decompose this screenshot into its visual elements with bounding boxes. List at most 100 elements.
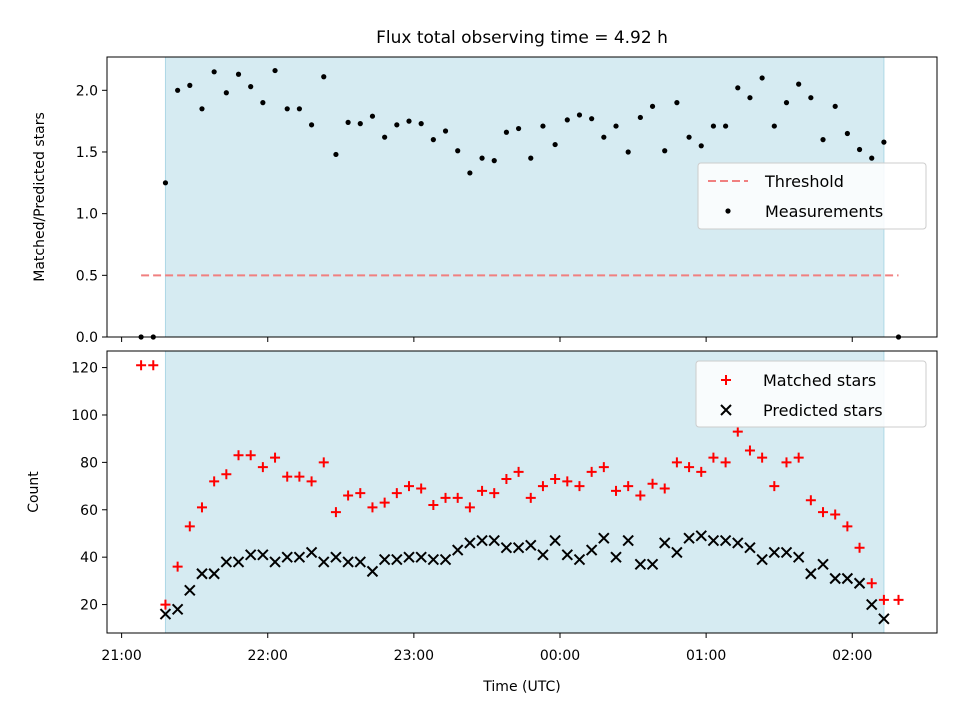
matched-star-point (586, 466, 597, 477)
y-tick-label: 0.5 (76, 268, 98, 284)
measurement-point (601, 134, 607, 140)
matched-star-point (623, 481, 634, 492)
matched-star-point (477, 485, 488, 496)
matched-star-point (769, 481, 780, 492)
predicted-star-point (415, 551, 427, 563)
matched-star-point (306, 476, 317, 487)
matched-star-point (355, 488, 366, 499)
measurement-point (723, 123, 729, 129)
legend-matched-label: Matched stars (763, 371, 876, 390)
measurement-point (783, 100, 790, 106)
matched-star-point (245, 450, 256, 461)
measurement-point (662, 148, 668, 154)
matched-star-point (659, 483, 670, 494)
predicted-star-point (427, 553, 440, 566)
predicted-star-point (598, 532, 610, 544)
x-tick-label: 21:00 (101, 648, 141, 664)
predicted-star-point (732, 537, 744, 549)
matched-star-point (148, 360, 159, 371)
legend-box (697, 162, 927, 230)
measurement-point (686, 134, 692, 140)
predicted-star-point (257, 549, 269, 561)
matched-star-point (598, 462, 609, 473)
matched-star-point (708, 452, 719, 463)
matched-star-point (744, 445, 755, 456)
measurement-point (394, 122, 400, 128)
matched-star-point (537, 481, 548, 492)
measurement-point (272, 67, 278, 74)
ratio-y-axis: 0.0 0.5 1.0 1.5 2.0 (76, 83, 107, 346)
measurement-point (162, 180, 169, 186)
matched-star-point (452, 492, 463, 503)
predicted-star-point (525, 539, 537, 552)
predicted-star-point (196, 568, 208, 580)
matched-star-point (793, 452, 804, 463)
time-x-axis: 21:00 22:00 23:00 00:00 01:00 02:00 (101, 633, 872, 664)
measurement-point (771, 123, 777, 129)
predicted-star-point (244, 549, 257, 561)
predicted-star-point (573, 553, 586, 566)
measurement-point (881, 139, 887, 145)
measurement-point (528, 155, 534, 161)
matched-star-point (379, 497, 390, 508)
predicted-star-point (549, 534, 561, 547)
predicted-star-point (561, 549, 574, 561)
matched-star-point (720, 457, 731, 468)
matched-star-point (550, 473, 561, 484)
predicted-star-point (512, 541, 525, 554)
predicted-star-point (342, 556, 354, 568)
predicted-star-point (464, 537, 476, 549)
legend-measurement-swatch (725, 208, 731, 214)
matched-star-point (696, 466, 707, 477)
legend-threshold-label: Threshold (764, 172, 844, 191)
predicted-star-point (866, 598, 878, 611)
matched-star-point (270, 452, 281, 463)
matched-star-point (416, 483, 427, 494)
measurement-point (187, 82, 193, 88)
matched-star-point (611, 485, 622, 496)
matched-star-point (866, 578, 877, 589)
matched-star-point (684, 462, 695, 473)
measurement-point (418, 121, 424, 127)
count-y-axis-label: Count (26, 471, 42, 513)
measurement-point (369, 113, 376, 119)
predicted-star-point (622, 534, 634, 547)
matched-star-point (854, 542, 865, 553)
predicted-star-point (330, 551, 342, 563)
matched-stars-points (136, 360, 904, 610)
measurement-point (479, 155, 485, 161)
measurement-point (735, 85, 741, 91)
y-tick-label: 1.5 (76, 145, 98, 161)
predicted-star-point (707, 534, 720, 547)
predicted-star-point (829, 572, 841, 585)
predicted-star-point (378, 553, 391, 566)
ratio-x-ticks (121, 337, 853, 342)
predicted-star-point (610, 551, 622, 563)
predicted-star-point (171, 603, 184, 616)
matched-star-point (525, 492, 536, 503)
matched-star-point (893, 594, 904, 605)
measurement-point (564, 117, 570, 123)
y-tick-label: 0.0 (76, 330, 98, 346)
matched-star-point (513, 466, 524, 477)
predicted-star-point (476, 534, 488, 547)
predicted-star-point (439, 553, 452, 566)
measurement-point (503, 129, 510, 135)
predicted-star-point (841, 572, 854, 585)
matched-star-point (562, 476, 573, 487)
predicted-star-point (354, 556, 366, 568)
measurement-point (333, 151, 339, 158)
matched-star-point (318, 457, 329, 468)
predicted-star-point (756, 553, 768, 566)
predicted-star-point (634, 558, 647, 570)
measurement-point (357, 121, 363, 127)
y-tick-label: 1.0 (76, 207, 98, 223)
predicted-star-point (488, 534, 500, 547)
matched-star-point (282, 471, 293, 482)
measurement-point (211, 69, 217, 75)
ratio-y-axis-label: Matched/Predicted stars (32, 112, 48, 282)
matched-star-point (403, 481, 414, 492)
matched-star-point (574, 481, 585, 492)
measurement-point (589, 116, 595, 122)
